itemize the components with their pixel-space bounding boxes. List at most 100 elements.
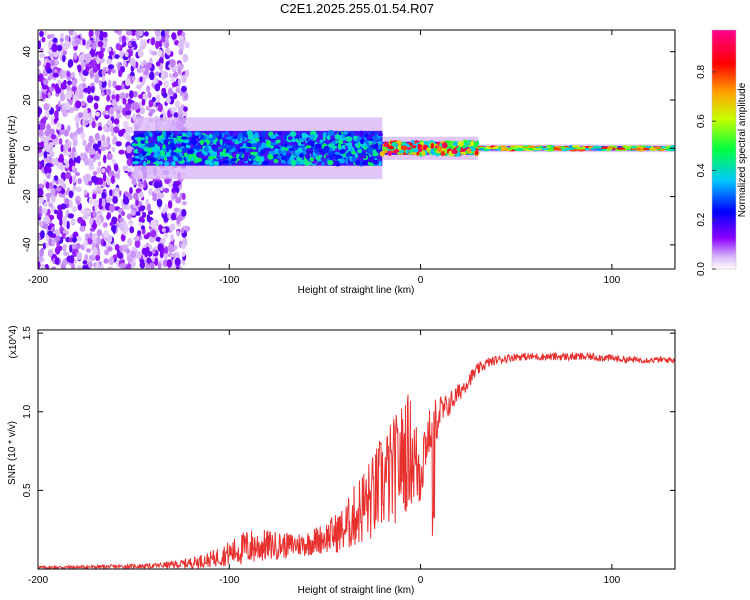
spectrogram-blob [165, 47, 171, 55]
spectrogram-blob [135, 30, 139, 37]
spectrogram-blob [156, 161, 160, 165]
spectrogram-blob [137, 148, 143, 154]
spectrogram-blob [58, 178, 65, 187]
spectrogram-blob [98, 177, 104, 185]
spectrogram-blob [269, 134, 277, 140]
colorbar-frame [711, 29, 737, 270]
spectrogram-blob [64, 198, 70, 205]
spectrogram-blob [114, 30, 120, 34]
spectrogram-blob [360, 138, 365, 145]
spectrogram-blob [527, 145, 536, 148]
spectrogram-blob [62, 243, 67, 250]
spectrogram-blob [322, 147, 330, 153]
spectrogram-blob [74, 37, 81, 45]
spectrogram-blob [85, 66, 90, 72]
spectrogram-blob [212, 147, 219, 152]
spectrogram-blob [88, 196, 93, 205]
spectrogram-blob [170, 212, 177, 221]
spectrogram-blob [88, 147, 96, 156]
spectrogram-blob [146, 155, 151, 161]
spectrogram-blob [143, 31, 149, 37]
spectrogram-blob [347, 150, 352, 157]
spectrogram-blob [103, 240, 107, 247]
spectrogram-blob [68, 30, 74, 36]
spectrogram-blob [635, 147, 642, 151]
spectrogram-blob [45, 233, 50, 242]
spectrogram-blob [55, 234, 61, 242]
spectrogram-blob [314, 133, 318, 138]
spectrogram-blob [87, 94, 94, 104]
spectrogram-blob [265, 140, 272, 146]
spectrogram-blob [267, 153, 274, 160]
spectrogram-blob [113, 126, 120, 134]
spectrogram-blob [50, 133, 57, 140]
spectrogram-blob [51, 240, 56, 247]
spectrogram-blob [160, 237, 167, 243]
spectrogram-blob [106, 214, 110, 220]
spectrogram-blob [224, 130, 229, 136]
spectrogram-blob [624, 146, 632, 150]
spectrogram-blob [172, 135, 177, 139]
spectrogram-blob [132, 90, 138, 98]
spectrogram-blob [100, 168, 106, 173]
spectrogram-blob [186, 131, 193, 138]
spectrogram-blob [548, 146, 555, 150]
spectrogram-blob [38, 261, 41, 269]
spectrogram-blob [75, 236, 82, 242]
spectrogram-blob [576, 147, 586, 150]
spectrogram-blob [102, 173, 107, 182]
spectrogram-blob [632, 147, 637, 151]
spectrogram-blob [503, 147, 509, 150]
spectrogram-blob [251, 143, 257, 148]
spectrogram-blob [175, 87, 181, 94]
spectrogram-blob [373, 159, 379, 165]
spectrogram-blob [63, 158, 68, 164]
spectrogram-blob [155, 94, 161, 103]
spectrogram-blob [148, 142, 156, 148]
spectrogram-blob [257, 142, 261, 148]
spectrogram-blob [76, 155, 81, 164]
spectrogram-blob [65, 162, 69, 169]
top-x-tick-label: 0 [418, 275, 424, 286]
spectrogram-blob [74, 90, 79, 96]
spectrogram-blob [98, 80, 103, 87]
spectrogram-blob [93, 95, 100, 101]
spectrogram-blob [301, 132, 308, 139]
spectrogram-blob [101, 91, 105, 97]
spectrogram-blob [362, 154, 367, 159]
spectrogram-blob [163, 139, 169, 145]
spectrogram-blob [327, 130, 335, 137]
spectrogram-blob [59, 93, 66, 102]
snr-series-line [38, 351, 675, 569]
spectrogram-blob [338, 158, 345, 164]
spectrogram-blob [112, 225, 117, 235]
top-y-tick-label: -20 [22, 189, 33, 204]
spectrogram-blob [93, 247, 98, 256]
spectrogram-blob [241, 136, 246, 142]
colorbar-label: Normalized spectral amplitude [737, 82, 748, 217]
spectrogram-blob [138, 191, 144, 199]
spectrogram-blob [103, 258, 109, 264]
spectrogram-blob [46, 208, 51, 216]
spectrogram-blob [104, 249, 110, 256]
spectrogram-blob [58, 138, 63, 145]
spectrogram-blob [406, 146, 412, 150]
spectrogram-blob [260, 142, 267, 149]
spectrogram-blob [162, 92, 168, 99]
top-y-tick-label: -40 [22, 237, 33, 252]
spectrogram-blob [41, 159, 45, 168]
spectrogram-blob [146, 203, 152, 212]
spectrogram-blob [177, 156, 183, 162]
spectrogram-blob [67, 60, 73, 68]
spectrogram-blob [83, 175, 90, 184]
spectrogram-blob [49, 59, 56, 67]
spectrogram-blob [342, 135, 346, 139]
spectrogram-blob [113, 164, 119, 172]
spectrogram-blob [38, 199, 42, 205]
spectrogram-blob [572, 145, 580, 148]
spectrogram-blob [157, 49, 163, 57]
spectrogram-blob [91, 233, 99, 240]
spectrogram-blob [532, 148, 543, 151]
spectrogram-blob [43, 140, 49, 149]
